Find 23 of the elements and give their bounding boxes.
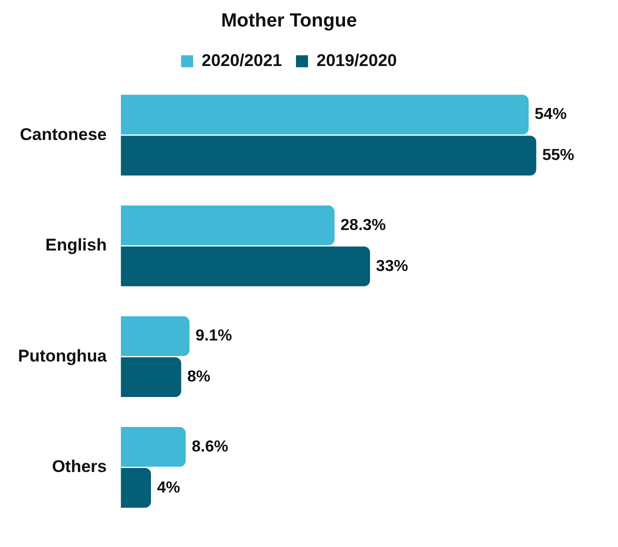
chart-title: Mother Tongue xyxy=(221,10,357,32)
data-label: 33% xyxy=(376,258,408,275)
legend-label: 2019/2020 xyxy=(316,50,397,70)
y-tick-label: Putonghua xyxy=(18,346,108,366)
data-label: 4% xyxy=(156,479,180,496)
y-tick-label: Others xyxy=(52,457,107,476)
data-label: 28.3% xyxy=(340,216,386,234)
bar xyxy=(120,357,182,398)
bar xyxy=(120,246,370,286)
data-label: 55% xyxy=(542,147,574,164)
data-label: 54% xyxy=(534,106,567,124)
data-label: 9.1% xyxy=(196,328,232,345)
bar xyxy=(120,468,151,508)
bar xyxy=(120,316,190,356)
bar xyxy=(120,206,335,246)
bar xyxy=(120,136,536,176)
bar xyxy=(120,427,186,467)
bar xyxy=(120,94,529,135)
y-tick-label: Cantonese xyxy=(20,124,107,144)
legend-label: 2020/2021 xyxy=(202,50,282,70)
y-tick-label: English xyxy=(45,236,107,255)
data-label: 8% xyxy=(187,368,210,386)
data-label: 8.6% xyxy=(192,438,228,456)
